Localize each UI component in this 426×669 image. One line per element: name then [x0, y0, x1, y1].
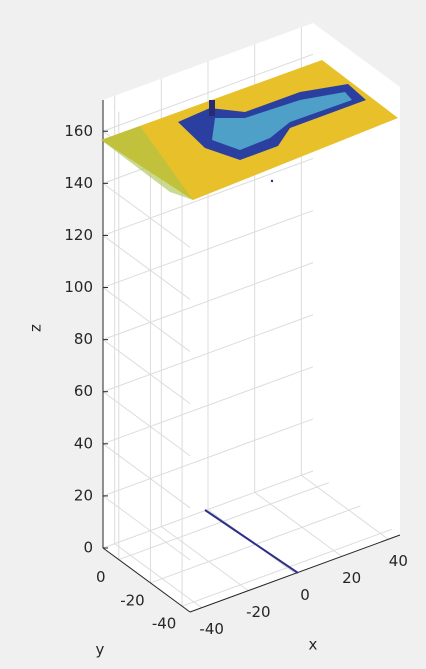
z-tick-label: 120	[64, 226, 93, 244]
z-tick-label: 60	[74, 382, 93, 400]
y-tick-label: -20	[120, 591, 145, 609]
stray-point	[271, 180, 273, 182]
z-tick-label: 80	[74, 330, 93, 348]
chart: -40-2002040-40-200020406080100120140160x…	[0, 0, 426, 669]
z-tick-label: 140	[64, 174, 93, 192]
x-tick-label: 20	[342, 569, 361, 587]
y-axis-label: y	[96, 641, 105, 659]
z-axis-label: z	[27, 324, 45, 332]
x-tick-label: -40	[199, 620, 224, 638]
x-tick-label: 0	[300, 586, 310, 604]
x-axis-label: x	[309, 636, 318, 654]
z-tick-label: 0	[83, 539, 93, 557]
z-tick-label: 40	[74, 434, 93, 452]
y-tick-label: -40	[152, 615, 177, 633]
y-tick-label: 0	[96, 568, 106, 586]
point-cloud-figure	[209, 100, 215, 116]
x-tick-label: 40	[389, 552, 408, 570]
z-tick-label: 20	[74, 486, 93, 504]
z-tick-label: 100	[64, 278, 93, 296]
z-tick-label: 160	[64, 122, 93, 140]
x-tick-label: -20	[246, 603, 271, 621]
